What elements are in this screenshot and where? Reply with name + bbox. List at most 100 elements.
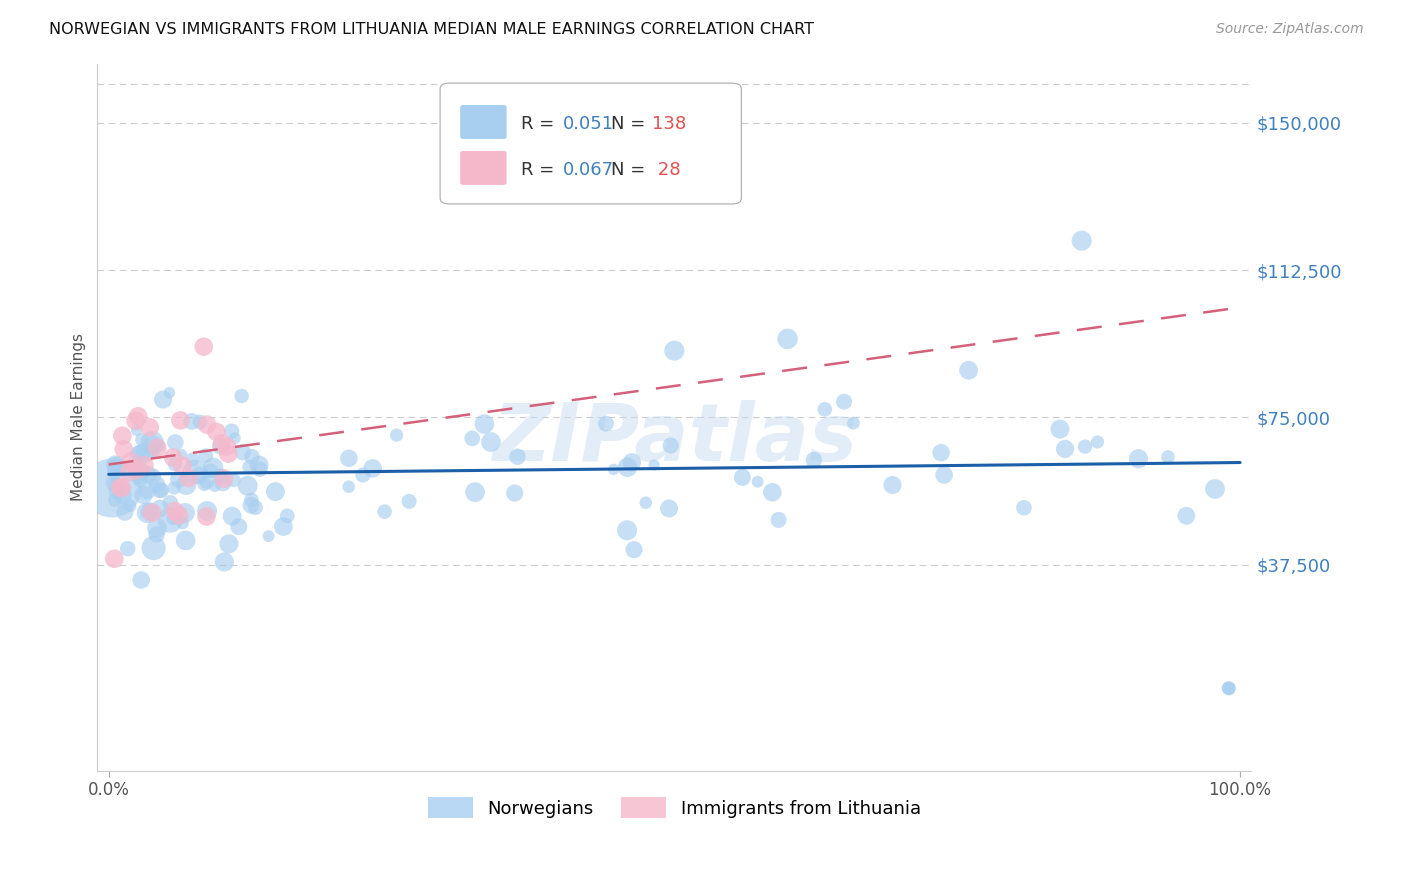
Point bbox=[273, 519, 295, 533]
Point bbox=[129, 448, 152, 462]
Text: 0.051: 0.051 bbox=[562, 115, 613, 133]
Point bbox=[398, 494, 420, 508]
Point bbox=[212, 475, 235, 490]
Point bbox=[105, 484, 128, 499]
Point bbox=[141, 506, 163, 520]
Point bbox=[205, 425, 228, 439]
Text: N =: N = bbox=[612, 115, 651, 133]
Point bbox=[385, 428, 408, 442]
Point bbox=[240, 450, 263, 464]
Point bbox=[620, 455, 643, 469]
Point bbox=[245, 500, 267, 515]
Point bbox=[506, 450, 529, 464]
Point bbox=[814, 402, 837, 417]
Point bbox=[221, 509, 243, 524]
Point bbox=[249, 462, 271, 476]
Point bbox=[217, 447, 239, 461]
Point bbox=[128, 474, 150, 488]
Point bbox=[212, 472, 235, 486]
Point bbox=[731, 470, 754, 484]
Point bbox=[120, 454, 142, 468]
Point bbox=[221, 424, 243, 438]
Point bbox=[595, 417, 617, 431]
Point bbox=[174, 478, 197, 492]
Point bbox=[634, 496, 657, 510]
Point bbox=[932, 467, 955, 482]
Point bbox=[1087, 435, 1109, 450]
Point bbox=[276, 508, 298, 523]
Text: 0.067: 0.067 bbox=[562, 161, 613, 179]
Point bbox=[184, 465, 207, 479]
Point bbox=[148, 439, 170, 453]
Point bbox=[162, 511, 184, 525]
Point bbox=[101, 481, 124, 495]
Point bbox=[1012, 500, 1035, 515]
Point bbox=[747, 475, 769, 489]
Point bbox=[215, 440, 238, 454]
Point bbox=[149, 501, 172, 516]
Point bbox=[257, 529, 280, 543]
Point bbox=[1218, 681, 1240, 696]
Point bbox=[231, 389, 253, 403]
Text: ZIPatlas: ZIPatlas bbox=[492, 400, 856, 477]
Point bbox=[167, 472, 190, 486]
Point bbox=[125, 423, 148, 437]
Point bbox=[768, 513, 790, 527]
Point bbox=[157, 385, 180, 400]
Point bbox=[105, 459, 128, 474]
Point bbox=[127, 409, 149, 424]
Point bbox=[159, 513, 181, 527]
Point bbox=[195, 504, 218, 518]
Point bbox=[209, 469, 232, 483]
Point bbox=[218, 537, 240, 551]
Point bbox=[503, 486, 526, 500]
Point bbox=[474, 417, 496, 431]
Point bbox=[236, 479, 259, 493]
Point bbox=[658, 501, 681, 516]
Point bbox=[136, 506, 159, 520]
Point bbox=[193, 340, 215, 354]
Point bbox=[464, 485, 486, 500]
Point bbox=[188, 415, 211, 429]
Point bbox=[146, 441, 169, 455]
Point bbox=[129, 464, 152, 478]
Text: Source: ZipAtlas.com: Source: ZipAtlas.com bbox=[1216, 22, 1364, 37]
Point bbox=[643, 458, 665, 472]
Point bbox=[239, 460, 262, 475]
Point bbox=[118, 465, 141, 479]
Point bbox=[111, 481, 134, 495]
Point bbox=[111, 488, 134, 502]
Point bbox=[167, 508, 190, 523]
Point bbox=[172, 458, 194, 473]
FancyBboxPatch shape bbox=[440, 83, 741, 204]
Point bbox=[163, 504, 186, 518]
Point bbox=[232, 445, 254, 459]
Point bbox=[193, 477, 215, 491]
Point bbox=[228, 519, 250, 533]
Point bbox=[803, 453, 825, 467]
Point bbox=[776, 332, 799, 346]
Point bbox=[131, 433, 153, 447]
Point bbox=[163, 481, 186, 495]
Text: R =: R = bbox=[520, 115, 560, 133]
Point bbox=[461, 431, 484, 445]
Point bbox=[111, 428, 134, 442]
Point bbox=[1074, 440, 1097, 454]
Point bbox=[141, 436, 163, 450]
Point bbox=[204, 479, 226, 493]
Point bbox=[170, 447, 193, 461]
Point bbox=[114, 505, 136, 519]
Point bbox=[479, 435, 502, 450]
Point bbox=[139, 420, 162, 434]
Y-axis label: Median Male Earnings: Median Male Earnings bbox=[72, 334, 86, 501]
Point bbox=[163, 457, 186, 471]
Point bbox=[1128, 451, 1150, 466]
Point bbox=[664, 343, 686, 358]
Point bbox=[146, 477, 169, 491]
Point bbox=[177, 471, 200, 485]
Point bbox=[120, 499, 142, 513]
Point bbox=[616, 460, 638, 475]
Point bbox=[352, 468, 374, 483]
Point bbox=[239, 498, 262, 512]
Point bbox=[222, 473, 245, 487]
